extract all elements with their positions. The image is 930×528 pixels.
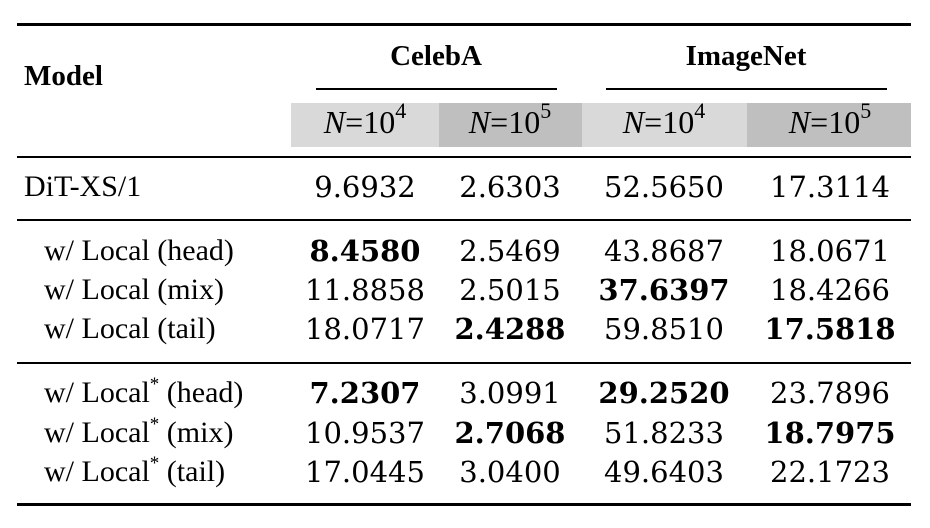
table-cell: 11.8858 [305,273,425,307]
table-cell: 43.8687 [604,234,724,268]
subheader-imagenet-n5: N=105 [788,98,872,140]
shade-celeba-n5 [439,103,582,147]
shade-imagenet-n4 [582,103,747,147]
table-cell: 10.9537 [305,416,425,450]
table-cell: 17.5818 [764,312,896,346]
row-label: w/ Local* (mix) [44,414,234,449]
table-cell: 2.7068 [454,416,566,450]
table-cell: 2.4288 [454,312,566,346]
group-header-celeba: CelebA [390,40,482,72]
local-group-rule [17,362,911,364]
table-cell: 3.0991 [459,376,561,410]
row-label: DiT-XS/1 [24,170,142,203]
table-cell: 2.6303 [459,170,561,204]
row-label: w/ Local* (tail) [44,453,226,488]
model-header: Model [24,60,103,92]
table-cell: 52.5650 [604,170,724,204]
row-label: w/ Local (mix) [44,273,224,306]
bottom-rule [17,503,911,506]
table-cell: 18.4266 [770,273,890,307]
group-header-imagenet: ImageNet [685,40,807,72]
table-cell: 23.7896 [770,376,890,410]
table-cell: 29.2520 [598,376,730,410]
imagenet-cmidrule [606,88,887,90]
table-cell: 18.7975 [764,416,896,450]
table-cell: 51.8233 [604,416,724,450]
top-rule [17,23,911,26]
subheader-celeba-n4: N=104 [323,98,407,140]
table-cell: 9.6932 [314,170,416,204]
shade-imagenet-n5 [747,103,911,147]
baseline-rule [17,219,911,221]
table-cell: 49.6403 [604,455,724,489]
table-cell: 3.0400 [459,455,561,489]
subheader-imagenet-n4: N=104 [622,98,706,140]
row-label: w/ Local* (head) [44,374,244,409]
celeba-cmidrule [316,88,557,90]
table-cell: 8.4580 [309,234,421,268]
table-cell: 2.5469 [459,234,561,268]
subheader-celeba-n5: N=105 [468,98,552,140]
table-cell: 22.1723 [770,455,890,489]
table-cell: 17.0445 [305,455,425,489]
table-cell: 7.2307 [309,376,421,410]
table-cell: 59.8510 [604,312,724,346]
table-cell: 17.3114 [770,170,890,204]
row-label: w/ Local (head) [44,234,234,267]
table-cell: 2.5015 [459,273,561,307]
table-cell: 18.0717 [305,312,425,346]
shade-celeba-n4 [291,103,439,147]
header-rule [17,156,911,158]
table-cell: 37.6397 [598,273,730,307]
table-cell: 18.0671 [770,234,890,268]
row-label: w/ Local (tail) [44,312,216,345]
